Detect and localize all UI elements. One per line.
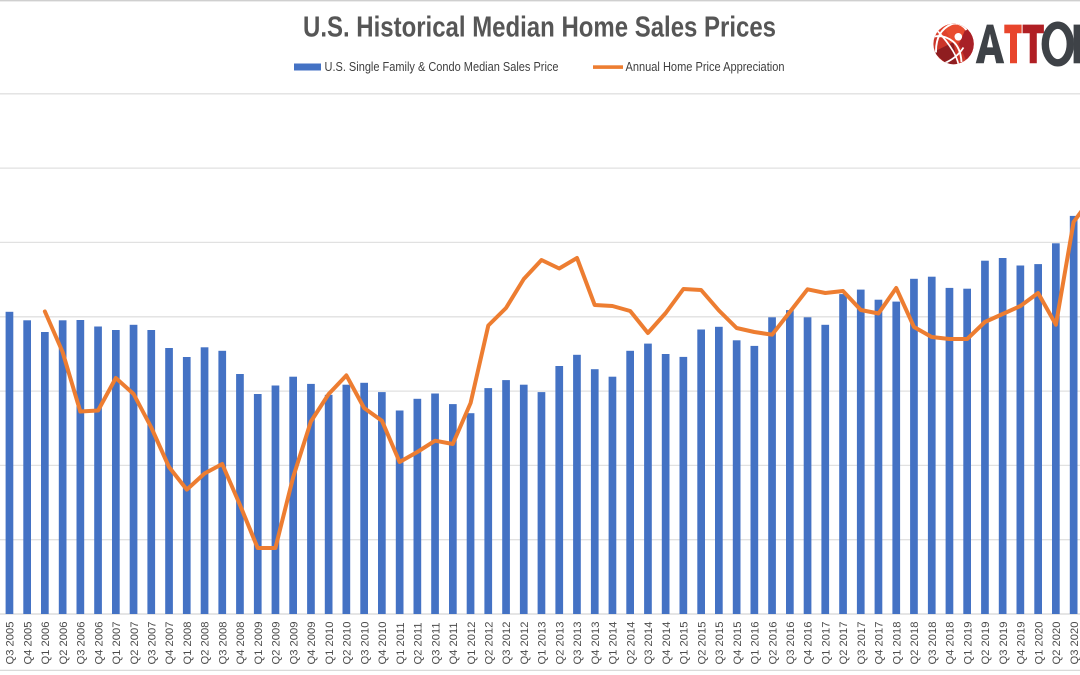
svg-text:Q3 2009: Q3 2009	[288, 622, 300, 665]
svg-text:Q1 2018: Q1 2018	[891, 622, 903, 665]
svg-text:Q1 2012: Q1 2012	[466, 622, 478, 665]
svg-text:Q2 2017: Q2 2017	[838, 622, 850, 665]
svg-text:Q3 2016: Q3 2016	[785, 622, 797, 665]
svg-text:Q2 2016: Q2 2016	[767, 622, 779, 665]
svg-text:Q4 2014: Q4 2014	[661, 622, 673, 665]
svg-text:Q1 2011: Q1 2011	[395, 622, 407, 664]
svg-text:Q4 2008: Q4 2008	[235, 622, 247, 665]
svg-text:Q4 2005: Q4 2005	[22, 622, 34, 665]
svg-text:Q4 2007: Q4 2007	[164, 622, 176, 665]
svg-text:Q2 2013: Q2 2013	[554, 622, 566, 665]
svg-text:Q1 2009: Q1 2009	[253, 622, 265, 665]
svg-text:Q3 2020: Q3 2020	[1069, 622, 1080, 665]
svg-text:Q4 2011: Q4 2011	[448, 622, 460, 664]
svg-text:Q3 2007: Q3 2007	[147, 622, 159, 665]
svg-text:Q2 2007: Q2 2007	[129, 622, 141, 665]
svg-text:Q1 2010: Q1 2010	[324, 622, 336, 665]
svg-text:Q3 2015: Q3 2015	[714, 622, 726, 665]
svg-text:Q2 2020: Q2 2020	[1051, 622, 1063, 665]
svg-text:Q3 2005: Q3 2005	[5, 622, 17, 665]
svg-text:Q4 2013: Q4 2013	[590, 622, 602, 665]
svg-text:Q4 2019: Q4 2019	[1016, 622, 1028, 665]
svg-text:Q1 2020: Q1 2020	[1033, 622, 1045, 665]
svg-text:Q2 2015: Q2 2015	[696, 622, 708, 665]
svg-text:Q3 2017: Q3 2017	[856, 622, 868, 665]
svg-text:Q1 2019: Q1 2019	[962, 622, 974, 665]
svg-text:Q1 2016: Q1 2016	[750, 622, 762, 665]
svg-text:Q1 2013: Q1 2013	[537, 622, 549, 665]
svg-text:Q1 2006: Q1 2006	[40, 622, 52, 665]
svg-text:Q3 2012: Q3 2012	[501, 622, 513, 665]
svg-text:Annual Home Price Appreciation: Annual Home Price Appreciation	[626, 60, 785, 74]
svg-text:U.S. Historical Median Home Sa: U.S. Historical Median Home Sales Prices	[303, 11, 776, 43]
svg-text:Q4 2018: Q4 2018	[945, 622, 957, 665]
svg-text:Q3 2006: Q3 2006	[76, 622, 88, 665]
svg-text:Q4 2015: Q4 2015	[732, 622, 744, 665]
svg-text:Q3 2013: Q3 2013	[572, 622, 584, 665]
svg-text:Q2 2011: Q2 2011	[413, 622, 425, 664]
svg-text:Q4 2009: Q4 2009	[306, 622, 318, 665]
svg-text:Q1 2014: Q1 2014	[608, 622, 620, 665]
svg-text:Q1 2015: Q1 2015	[679, 622, 691, 665]
svg-text:Q3 2014: Q3 2014	[643, 622, 655, 665]
svg-text:Q3 2019: Q3 2019	[998, 622, 1010, 665]
svg-text:Q4 2012: Q4 2012	[519, 622, 531, 665]
svg-text:Q2 2012: Q2 2012	[484, 622, 496, 665]
svg-text:Q3 2008: Q3 2008	[217, 622, 229, 665]
svg-text:Q4 2006: Q4 2006	[93, 622, 105, 665]
svg-text:Q2 2006: Q2 2006	[58, 622, 70, 665]
svg-text:Q3 2011: Q3 2011	[430, 622, 442, 664]
svg-text:Q2 2008: Q2 2008	[200, 622, 212, 665]
svg-text:Q2 2019: Q2 2019	[980, 622, 992, 665]
svg-text:Q4 2010: Q4 2010	[377, 622, 389, 665]
svg-text:Q3 2010: Q3 2010	[359, 622, 371, 665]
svg-text:Q2 2009: Q2 2009	[271, 622, 283, 665]
svg-text:Q2 2018: Q2 2018	[909, 622, 921, 665]
svg-text:Q2 2010: Q2 2010	[342, 622, 354, 665]
svg-text:Q4 2016: Q4 2016	[803, 622, 815, 665]
svg-text:Q3 2018: Q3 2018	[927, 622, 939, 665]
svg-text:U.S. Single Family & Condo Med: U.S. Single Family & Condo Median Sales …	[325, 60, 559, 74]
svg-text:Q1 2008: Q1 2008	[182, 622, 194, 665]
svg-text:Q4 2017: Q4 2017	[874, 622, 886, 665]
svg-text:Q1 2007: Q1 2007	[111, 622, 123, 665]
svg-text:Q1 2017: Q1 2017	[821, 622, 833, 665]
svg-text:Q2 2014: Q2 2014	[625, 622, 637, 665]
